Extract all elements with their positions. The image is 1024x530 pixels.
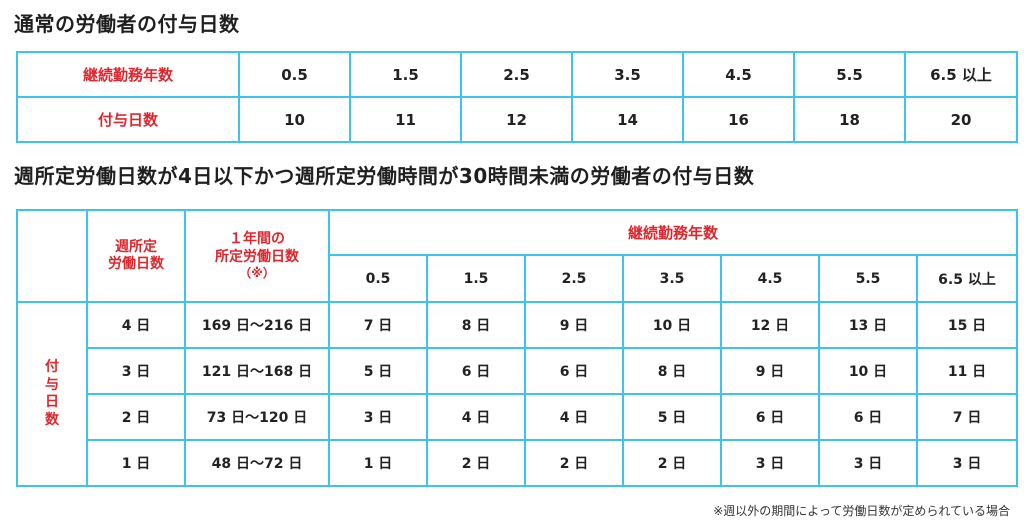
- days-cell: 6 日: [720, 393, 820, 441]
- days-cell: 3 日: [915, 439, 1019, 487]
- days-cell: 15 日: [915, 301, 1019, 349]
- row-label-days: 付与日数: [16, 96, 240, 143]
- days-cell: 18: [793, 96, 906, 143]
- table-row: 付 与 日 数 4 日 169 日～216 日 7 日 8 日 9 日 10 日…: [16, 301, 1019, 487]
- year-cell: 2.5: [524, 254, 624, 303]
- days-cell: 6 日: [524, 347, 624, 395]
- annual-days-cell: 48 日～72 日: [184, 439, 330, 487]
- days-cell: 9 日: [524, 301, 624, 349]
- days-cell: 10 日: [818, 347, 918, 395]
- grant-days-label-char: 数: [45, 411, 59, 428]
- year-cell: 4.5: [682, 51, 795, 98]
- table-row: 0.5 1.5 2.5 3.5 4.5 5.5 6.5 以上: [17, 254, 1019, 303]
- year-cell: 1.5: [349, 51, 462, 98]
- days-cell: 8 日: [426, 301, 526, 349]
- weekly-days-cell: 4 日: [86, 301, 186, 349]
- days-cell: 9 日: [720, 347, 820, 395]
- table-row: 1 日 48 日～72 日 1 日 2 日 2 日 2 日 3 日 3 日 3 …: [17, 439, 1019, 487]
- table-row: 継続勤務年数 0.5 1.5 2.5 3.5 4.5 5.5 6.5 以上: [16, 51, 1018, 98]
- days-cell: 1 日: [328, 439, 428, 487]
- year-cell: 6.5 以上: [904, 51, 1018, 98]
- days-cell: 13 日: [818, 301, 918, 349]
- table-row: 週所定 労働日数 １年間の 所定労働日数 （※） 継続勤務年数: [16, 209, 1019, 303]
- part-time-worker-table: 週所定 労働日数 １年間の 所定労働日数 （※） 継続勤務年数 0.5 1.5 …: [16, 209, 1019, 487]
- days-cell: 10: [238, 96, 351, 143]
- empty-corner-cell: [16, 209, 88, 303]
- days-cell: 12 日: [720, 301, 820, 349]
- footnote: ※週以外の期間によって労働日数が定められている場合: [713, 504, 1010, 518]
- table-row: 3 日 121 日～168 日 5 日 6 日 6 日 8 日 9 日 10 日…: [17, 347, 1019, 395]
- years-group-header: 継続勤務年数: [327, 209, 1019, 256]
- weekly-days-header-line1: 週所定: [115, 238, 157, 255]
- days-cell: 2 日: [622, 439, 722, 487]
- days-cell: 3 日: [328, 393, 428, 441]
- year-cell: 1.5: [426, 254, 526, 303]
- year-cell: 0.5: [238, 51, 351, 98]
- days-cell: 7 日: [915, 393, 1019, 441]
- weekly-days-header-line2: 労働日数: [108, 256, 164, 272]
- year-cell: 5.5: [818, 254, 918, 303]
- table-row: 2 日 73 日～120 日 3 日 4 日 4 日 5 日 6 日 6 日 7…: [17, 393, 1019, 441]
- weekly-days-cell: 3 日: [86, 347, 186, 395]
- annual-days-cell: 169 日～216 日: [184, 301, 330, 349]
- annual-days-header-line2: 所定労働日数: [215, 248, 299, 265]
- annual-days-cell: 73 日～120 日: [184, 393, 330, 441]
- days-cell: 3 日: [720, 439, 820, 487]
- year-cell: 5.5: [793, 51, 906, 98]
- grant-days-row-label: 付 与 日 数: [16, 301, 88, 487]
- days-cell: 6 日: [818, 393, 918, 441]
- weekly-days-header: 週所定 労働日数: [86, 209, 186, 303]
- year-cell: 3.5: [571, 51, 684, 98]
- weekly-days-cell: 2 日: [86, 393, 186, 441]
- table2-title: 週所定労働日数が4日以下かつ週所定労働時間が30時間未満の労働者の付与日数: [14, 164, 755, 188]
- days-cell: 5 日: [328, 347, 428, 395]
- annual-days-header: １年間の 所定労働日数 （※）: [184, 209, 330, 303]
- year-cell: 3.5: [622, 254, 722, 303]
- days-cell: 4 日: [524, 393, 624, 441]
- grant-days-label-char: 与: [45, 376, 59, 393]
- year-cell: 0.5: [328, 254, 428, 303]
- days-cell: 16: [682, 96, 795, 143]
- year-cell: 6.5 以上: [915, 254, 1019, 303]
- days-cell: 11: [349, 96, 462, 143]
- row-label-years: 継続勤務年数: [16, 51, 240, 98]
- days-cell: 5 日: [622, 393, 722, 441]
- weekly-days-cell: 1 日: [86, 439, 186, 487]
- days-cell: 8 日: [622, 347, 722, 395]
- annual-days-note-mark: （※）: [239, 266, 275, 280]
- table1-title: 通常の労働者の付与日数: [14, 12, 240, 36]
- days-cell: 12: [460, 96, 573, 143]
- year-cell: 2.5: [460, 51, 573, 98]
- days-cell: 14: [571, 96, 684, 143]
- days-cell: 4 日: [426, 393, 526, 441]
- annual-days-cell: 121 日～168 日: [184, 347, 330, 395]
- annual-days-header-line1: １年間の: [229, 231, 285, 247]
- days-cell: 10 日: [622, 301, 722, 349]
- table-row: 付与日数 10 11 12 14 16 18 20: [16, 96, 1018, 143]
- days-cell: 20: [904, 96, 1018, 143]
- days-cell: 6 日: [426, 347, 526, 395]
- days-cell: 3 日: [818, 439, 918, 487]
- grant-days-label-char: 付: [45, 359, 59, 375]
- days-cell: 11 日: [915, 347, 1019, 395]
- normal-worker-table: 継続勤務年数 0.5 1.5 2.5 3.5 4.5 5.5 6.5 以上 付与…: [16, 51, 1018, 143]
- days-cell: 2 日: [426, 439, 526, 487]
- days-cell: 2 日: [524, 439, 624, 487]
- days-cell: 7 日: [328, 301, 428, 349]
- year-cell: 4.5: [720, 254, 820, 303]
- grant-days-label-char: 日: [45, 394, 59, 410]
